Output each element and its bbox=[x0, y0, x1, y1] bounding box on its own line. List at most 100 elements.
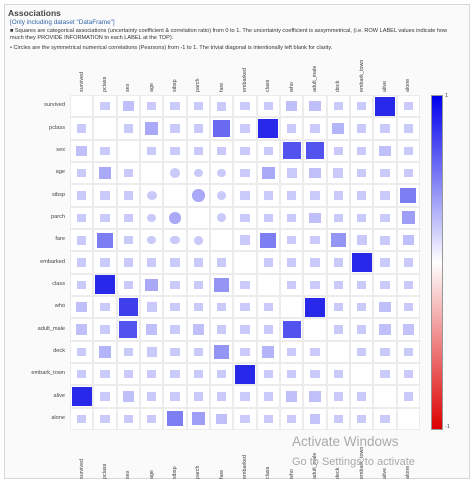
matrix-cell[interactable] bbox=[256, 95, 280, 118]
matrix-cell[interactable] bbox=[350, 251, 374, 274]
matrix-cell[interactable] bbox=[233, 340, 257, 363]
matrix-cell[interactable] bbox=[233, 296, 257, 319]
matrix-cell[interactable] bbox=[186, 117, 210, 140]
matrix-cell[interactable] bbox=[116, 95, 140, 118]
matrix-cell[interactable] bbox=[116, 385, 140, 408]
matrix-cell[interactable] bbox=[280, 95, 304, 118]
matrix-cell[interactable] bbox=[326, 363, 350, 386]
matrix-cell[interactable] bbox=[280, 139, 304, 162]
matrix-cell[interactable] bbox=[326, 206, 350, 229]
matrix-cell[interactable] bbox=[326, 229, 350, 252]
matrix-cell[interactable] bbox=[93, 95, 117, 118]
matrix-cell[interactable] bbox=[93, 296, 117, 319]
matrix-cell[interactable] bbox=[303, 385, 327, 408]
matrix-cell[interactable] bbox=[256, 363, 280, 386]
matrix-cell[interactable] bbox=[70, 363, 94, 386]
matrix-cell[interactable] bbox=[396, 229, 420, 252]
matrix-cell[interactable] bbox=[210, 318, 234, 341]
matrix-cell[interactable] bbox=[303, 184, 327, 207]
matrix-cell[interactable] bbox=[326, 184, 350, 207]
matrix-cell[interactable] bbox=[93, 117, 117, 140]
matrix-cell[interactable] bbox=[280, 318, 304, 341]
matrix-cell[interactable] bbox=[350, 273, 374, 296]
matrix-cell[interactable] bbox=[116, 162, 140, 185]
matrix-cell[interactable] bbox=[140, 139, 164, 162]
matrix-cell[interactable] bbox=[210, 95, 234, 118]
matrix-cell[interactable] bbox=[326, 139, 350, 162]
matrix-cell[interactable] bbox=[373, 229, 397, 252]
matrix-cell[interactable] bbox=[186, 139, 210, 162]
matrix-cell[interactable] bbox=[256, 162, 280, 185]
matrix-cell[interactable] bbox=[163, 229, 187, 252]
matrix-cell[interactable] bbox=[116, 206, 140, 229]
matrix-cell[interactable] bbox=[373, 139, 397, 162]
matrix-cell[interactable] bbox=[280, 117, 304, 140]
matrix-cell[interactable] bbox=[163, 184, 187, 207]
matrix-cell[interactable] bbox=[163, 117, 187, 140]
matrix-cell[interactable] bbox=[93, 206, 117, 229]
matrix-cell[interactable] bbox=[186, 273, 210, 296]
matrix-cell[interactable] bbox=[350, 229, 374, 252]
matrix-cell[interactable] bbox=[233, 95, 257, 118]
matrix-cell[interactable] bbox=[163, 340, 187, 363]
matrix-cell[interactable] bbox=[163, 318, 187, 341]
matrix-cell[interactable] bbox=[210, 162, 234, 185]
matrix-cell[interactable] bbox=[303, 251, 327, 274]
matrix-cell[interactable] bbox=[350, 385, 374, 408]
matrix-cell[interactable] bbox=[70, 340, 94, 363]
matrix-cell[interactable] bbox=[396, 95, 420, 118]
matrix-cell[interactable] bbox=[140, 385, 164, 408]
matrix-cell[interactable] bbox=[70, 117, 94, 140]
matrix-cell[interactable] bbox=[256, 296, 280, 319]
matrix-cell[interactable] bbox=[396, 251, 420, 274]
matrix-cell[interactable] bbox=[116, 363, 140, 386]
matrix-cell[interactable] bbox=[326, 251, 350, 274]
matrix-cell[interactable] bbox=[373, 340, 397, 363]
matrix-cell[interactable] bbox=[140, 251, 164, 274]
matrix-cell[interactable] bbox=[280, 296, 304, 319]
matrix-cell[interactable] bbox=[186, 95, 210, 118]
matrix-cell[interactable] bbox=[163, 296, 187, 319]
matrix-cell[interactable] bbox=[186, 340, 210, 363]
matrix-cell[interactable] bbox=[373, 206, 397, 229]
matrix-cell[interactable] bbox=[116, 251, 140, 274]
matrix-cell[interactable] bbox=[233, 251, 257, 274]
matrix-cell[interactable] bbox=[373, 162, 397, 185]
matrix-cell[interactable] bbox=[280, 273, 304, 296]
matrix-cell[interactable] bbox=[93, 363, 117, 386]
matrix-cell[interactable] bbox=[350, 407, 374, 430]
matrix-cell[interactable] bbox=[116, 318, 140, 341]
matrix-cell[interactable] bbox=[256, 407, 280, 430]
matrix-cell[interactable] bbox=[303, 296, 327, 319]
matrix-cell[interactable] bbox=[116, 296, 140, 319]
matrix-cell[interactable] bbox=[186, 206, 210, 229]
matrix-cell[interactable] bbox=[70, 407, 94, 430]
matrix-cell[interactable] bbox=[303, 117, 327, 140]
matrix-cell[interactable] bbox=[210, 251, 234, 274]
matrix-cell[interactable] bbox=[140, 296, 164, 319]
matrix-cell[interactable] bbox=[396, 117, 420, 140]
matrix-cell[interactable] bbox=[326, 296, 350, 319]
matrix-cell[interactable] bbox=[210, 184, 234, 207]
matrix-cell[interactable] bbox=[280, 251, 304, 274]
matrix-cell[interactable] bbox=[303, 95, 327, 118]
matrix-cell[interactable] bbox=[116, 139, 140, 162]
matrix-cell[interactable] bbox=[116, 117, 140, 140]
matrix-cell[interactable] bbox=[233, 139, 257, 162]
matrix-cell[interactable] bbox=[93, 139, 117, 162]
matrix-cell[interactable] bbox=[93, 273, 117, 296]
matrix-cell[interactable] bbox=[396, 273, 420, 296]
matrix-cell[interactable] bbox=[233, 407, 257, 430]
matrix-cell[interactable] bbox=[396, 162, 420, 185]
matrix-cell[interactable] bbox=[93, 340, 117, 363]
matrix-cell[interactable] bbox=[70, 318, 94, 341]
matrix-cell[interactable] bbox=[186, 251, 210, 274]
matrix-cell[interactable] bbox=[186, 162, 210, 185]
matrix-cell[interactable] bbox=[186, 385, 210, 408]
matrix-cell[interactable] bbox=[70, 206, 94, 229]
matrix-cell[interactable] bbox=[373, 117, 397, 140]
matrix-cell[interactable] bbox=[210, 407, 234, 430]
matrix-cell[interactable] bbox=[373, 363, 397, 386]
matrix-cell[interactable] bbox=[163, 162, 187, 185]
matrix-cell[interactable] bbox=[373, 95, 397, 118]
